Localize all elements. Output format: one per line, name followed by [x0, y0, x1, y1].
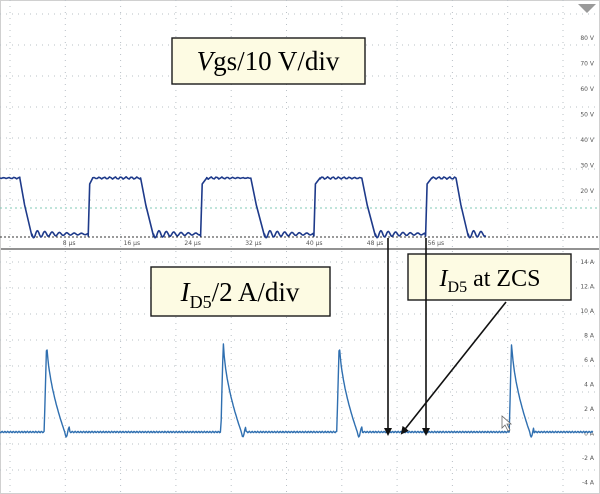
zcs-annotation-box [407, 253, 572, 301]
id5-annotation-subscript: D5 [190, 292, 212, 312]
bottom-y-tick-label: 8 A [584, 333, 595, 340]
x-tick-label: 56 μs [428, 240, 445, 247]
zcs-annotation-subscript: D5 [448, 279, 468, 296]
x-tick-label: 24 μs [184, 240, 201, 247]
top-y-tick-label: 80 V [580, 35, 595, 42]
bottom-y-tick-label: -2 A [582, 455, 595, 462]
bottom-y-tick-label: 6 A [584, 357, 595, 364]
vgs-annotation-box [171, 37, 366, 85]
bottom-y-tick-label: 12 A [580, 284, 595, 291]
x-tick-label: 40 μs [306, 240, 323, 247]
zcs-pointer-arrow [400, 301, 507, 435]
x-tick-label: 48 μs [367, 240, 384, 247]
mouse-cursor-icon [501, 415, 513, 432]
x-tick-label: 16 μs [124, 240, 141, 247]
zcs-annotation-main: at ZCS [467, 266, 540, 292]
id5-annotation: ID5/2 A/div [150, 266, 331, 317]
top-y-tick-label: 20 V [580, 188, 595, 195]
id5-annotation-text: ID5/2 A/div [180, 277, 300, 312]
x-tick-label: 8 μs [63, 240, 76, 247]
bottom-y-tick-label: 4 A [584, 382, 595, 389]
bottom-panel-tick-labels: 14 A 12 A 10 A 8 A 6 A 4 A 2 A 0 A -2 A -4 A [580, 259, 595, 487]
zcs-annotation-prefix: I [439, 266, 449, 292]
bottom-y-tick-label: 2 A [584, 406, 595, 413]
bottom-y-tick-label: 14 A [580, 259, 595, 266]
id5-annotation-main: /2 A/div [212, 277, 300, 307]
top-y-tick-label: 60 V [580, 86, 595, 93]
top-y-tick-label: 30 V [580, 163, 595, 170]
vgs-annotation-text: Vgs/10 V/div [197, 46, 340, 76]
top-y-tick-label: 50 V [580, 112, 595, 119]
vgs-annotation: Vgs/10 V/div [171, 37, 366, 85]
x-tick-label: 32 μs [245, 240, 262, 247]
bottom-y-tick-label: 0 A [584, 431, 595, 438]
vgs-annotation-main: gs/10 V/div [213, 46, 340, 76]
top-panel-background [0, 0, 600, 248]
id5-trace [0, 343, 594, 438]
top-panel-tick-labels: 8 μs 16 μs 24 μs 32 μs 40 μs 48 μs 56 μs 80 V 70… [63, 35, 595, 247]
top-y-tick-label: 70 V [580, 61, 595, 68]
id5-annotation-box [150, 266, 331, 317]
id5-annotation-prefix: I [180, 277, 192, 307]
zcs-annotation-text: ID5 at ZCS [439, 266, 541, 296]
vgs-trace [0, 176, 487, 239]
bottom-y-tick-label: -4 A [582, 480, 595, 487]
zcs-annotation: ID5 at ZCS [407, 253, 572, 301]
top-y-tick-label: 40 V [580, 137, 595, 144]
trigger-marker-icon [578, 4, 596, 13]
bottom-y-tick-label: 10 A [580, 308, 595, 315]
vgs-annotation-prefix: V [197, 46, 217, 76]
